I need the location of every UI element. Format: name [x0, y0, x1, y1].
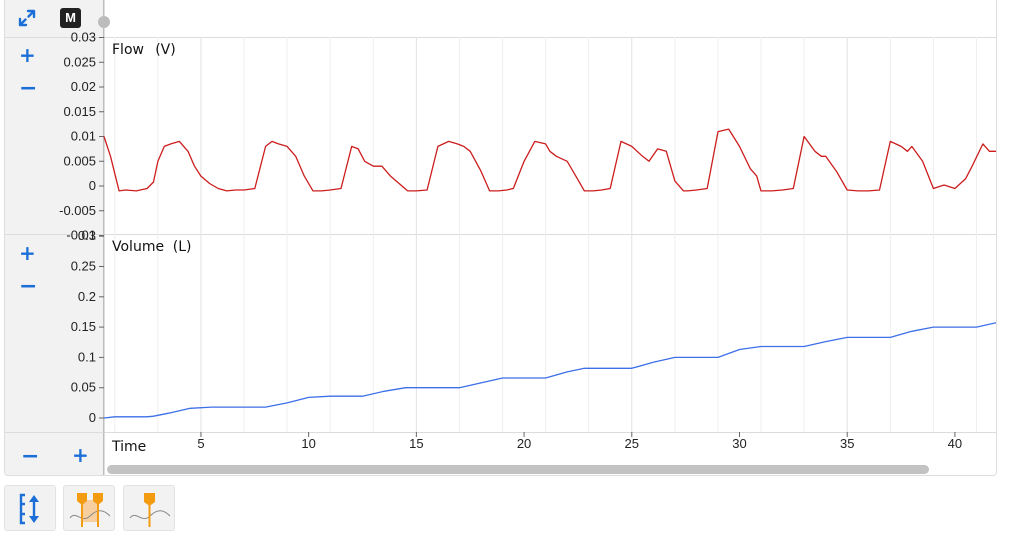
x-tick-label: 10 — [301, 436, 315, 451]
volume-y-tick-label: 0.3 — [78, 228, 96, 243]
flow-y-tick-label: 0.005 — [63, 153, 96, 168]
expand-arrows-icon[interactable] — [17, 8, 37, 28]
flow-title: Flow — [112, 42, 144, 58]
flow-y-tick-label: 0 — [89, 178, 96, 193]
volume-y-tick-label: 0.2 — [78, 289, 96, 304]
dual-cursor-button[interactable] — [63, 485, 115, 531]
flow-series-line — [103, 128, 996, 192]
volume-zoom-in-button[interactable]: + — [19, 241, 36, 265]
chart-frame: M + − + − − + 0.03 0.025 0.02 0.015 0.01 0.00… — [4, 0, 997, 476]
x-tick-label: 35 — [840, 436, 854, 451]
single-cursor-icon — [129, 493, 171, 527]
flow-y-tick-label: -0.005 — [59, 203, 96, 218]
x-tick-label: 30 — [732, 436, 746, 451]
flow-zoom-in-button[interactable]: + — [19, 43, 36, 67]
flow-y-tick-label: -0.01 — [66, 228, 96, 243]
volume-y-tick-label: 0.15 — [71, 319, 96, 334]
pane-separator — [5, 37, 996, 38]
x-axis-title: Time — [111, 439, 146, 455]
flow-y-tick-label: 0.025 — [63, 54, 96, 69]
single-cursor-button[interactable] — [123, 485, 175, 531]
x-tick-label: 15 — [409, 436, 423, 451]
mode-button[interactable]: M — [60, 8, 81, 28]
volume-y-tick-label: 0 — [89, 410, 96, 425]
flow-unit: (V) — [155, 42, 176, 58]
time-zoom-in-button[interactable]: + — [72, 443, 89, 467]
x-tick-label: 20 — [517, 436, 531, 451]
flow-y-tick-label: 0.03 — [71, 30, 96, 45]
volume-zoom-out-button[interactable]: − — [19, 274, 38, 299]
time-scrollbar-thumb[interactable] — [107, 465, 929, 474]
volume-series-line — [103, 322, 996, 419]
flow-y-tick-label: 0.015 — [63, 104, 96, 119]
pane-separator — [5, 432, 996, 433]
left-control-rail — [5, 0, 104, 475]
volume-unit: (L) — [173, 239, 192, 255]
x-tick-label: 5 — [197, 436, 204, 451]
x-tick-label: 25 — [625, 436, 639, 451]
pane-separator — [5, 234, 996, 235]
volume-y-tick-label: 0.1 — [78, 349, 96, 364]
volume-y-tick-label: 0.05 — [71, 380, 96, 395]
flow-y-tick-label: 0.02 — [71, 79, 96, 94]
autoscale-vertical-icon — [19, 493, 39, 525]
flow-y-tick-label: 0.01 — [71, 129, 96, 144]
volume-y-tick-label: 0.25 — [71, 259, 96, 274]
splitter-handle — [98, 16, 110, 28]
autoscale-button[interactable] — [4, 485, 56, 531]
volume-title: Volume — [112, 239, 164, 255]
x-tick-label: 40 — [948, 436, 962, 451]
time-zoom-out-button[interactable]: − — [21, 444, 40, 469]
dual-cursor-icon — [69, 493, 111, 527]
flow-zoom-out-button[interactable]: − — [19, 76, 38, 101]
plot-area[interactable]: 0.030.0250.020.0150.010.0050-0.005-0.010… — [5, 0, 997, 476]
